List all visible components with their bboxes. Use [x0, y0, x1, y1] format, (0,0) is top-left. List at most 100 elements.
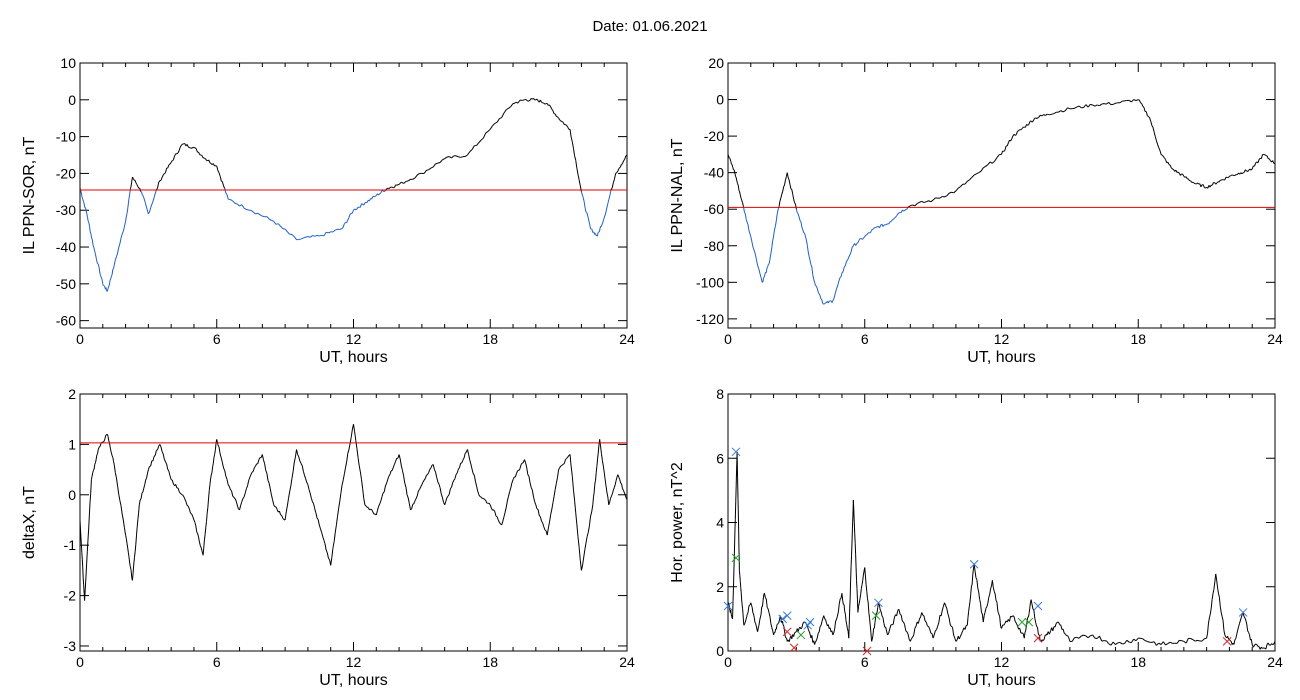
series-segment [998, 613, 1001, 617]
series-segment [1154, 136, 1157, 141]
series-segment [1071, 637, 1075, 642]
series-segment [1246, 623, 1249, 632]
series-segment [1192, 639, 1196, 642]
series-segment [99, 443, 102, 447]
y-tick-label: 10 [60, 55, 76, 71]
series-segment [621, 488, 624, 491]
series-segment [130, 181, 133, 187]
series-segment [198, 541, 201, 546]
series-segment [1023, 632, 1026, 639]
series-segment [888, 221, 891, 225]
series-segment [815, 286, 818, 289]
series-segment [284, 511, 287, 521]
series-segment [546, 103, 549, 106]
series-segment [732, 167, 734, 170]
series-segment [420, 484, 423, 488]
series-segment [976, 172, 979, 175]
series-segment [768, 259, 771, 265]
series-segment [864, 567, 866, 577]
series-segment [1237, 626, 1240, 631]
series-segment [332, 229, 336, 233]
series-segment [811, 635, 814, 643]
series-segment [565, 458, 567, 460]
series-segment [214, 442, 217, 450]
series-segment [1183, 175, 1186, 178]
series-segment [578, 179, 581, 186]
series-segment [1248, 634, 1251, 641]
series-segment [794, 631, 796, 634]
series-segment [797, 628, 800, 632]
series-segment [588, 516, 592, 527]
series-segment [199, 545, 202, 549]
series-segment [139, 498, 142, 501]
series-segment [570, 136, 573, 142]
series-segment [504, 507, 507, 513]
series-segment [806, 245, 809, 252]
series-segment [883, 623, 886, 628]
series-segment [764, 597, 767, 600]
series-segment [105, 434, 107, 437]
series-segment [771, 240, 774, 249]
series-segment [1254, 643, 1256, 646]
marker-stroke [778, 614, 788, 624]
series-segment [341, 479, 344, 485]
series-segment [179, 492, 182, 495]
series-segment [159, 444, 162, 447]
series-segment [115, 477, 119, 487]
series-segment [762, 277, 765, 283]
series-segment [888, 628, 891, 634]
series-segment [842, 267, 845, 272]
series-segment [95, 459, 97, 463]
series-segment [190, 147, 192, 149]
series-segment [273, 220, 277, 225]
series-segment [955, 639, 958, 642]
series-segment [1148, 116, 1151, 119]
series-segment [906, 631, 909, 635]
series-segment [944, 602, 947, 606]
series-segment [130, 569, 133, 578]
series-segment [280, 514, 282, 516]
series-segment [615, 477, 618, 481]
series-segment [1156, 140, 1159, 145]
y-tick-label: 0 [716, 92, 724, 108]
series-segment [746, 221, 749, 225]
series-segment [816, 288, 819, 293]
y-tick-label: 6 [716, 450, 724, 466]
series-segment [1036, 625, 1038, 628]
series-segment [617, 474, 620, 478]
series-segment [796, 212, 799, 215]
series-segment [973, 564, 976, 572]
series-segment [176, 152, 179, 155]
series-segment [265, 470, 268, 474]
series-segment [1220, 612, 1223, 617]
series-segment [340, 484, 343, 493]
series-segment [262, 459, 266, 464]
series-segment [774, 220, 777, 227]
series-segment [193, 519, 196, 523]
series-segment [937, 622, 940, 627]
series-segment [862, 570, 865, 576]
series-segment [325, 549, 328, 553]
series-segment [946, 608, 949, 615]
series-segment [466, 449, 470, 455]
series-segment [1038, 633, 1040, 636]
series-segment [319, 528, 323, 533]
series-segment [861, 238, 863, 240]
series-segment [914, 626, 917, 629]
series-segment [353, 424, 356, 432]
series-segment [129, 563, 131, 567]
series-segment [1215, 573, 1218, 581]
series-segment [585, 536, 588, 544]
series-segment [361, 203, 363, 205]
series-segment [122, 519, 125, 528]
series-segment [603, 214, 606, 218]
series-segment [356, 448, 359, 458]
series-segment [1083, 104, 1087, 108]
series-segment [143, 484, 146, 489]
series-segment [897, 212, 900, 215]
series-segment [1074, 106, 1077, 109]
series-segment [80, 193, 83, 198]
series-segment [120, 233, 123, 239]
series-segment [1004, 146, 1007, 151]
series-segment [839, 276, 842, 278]
